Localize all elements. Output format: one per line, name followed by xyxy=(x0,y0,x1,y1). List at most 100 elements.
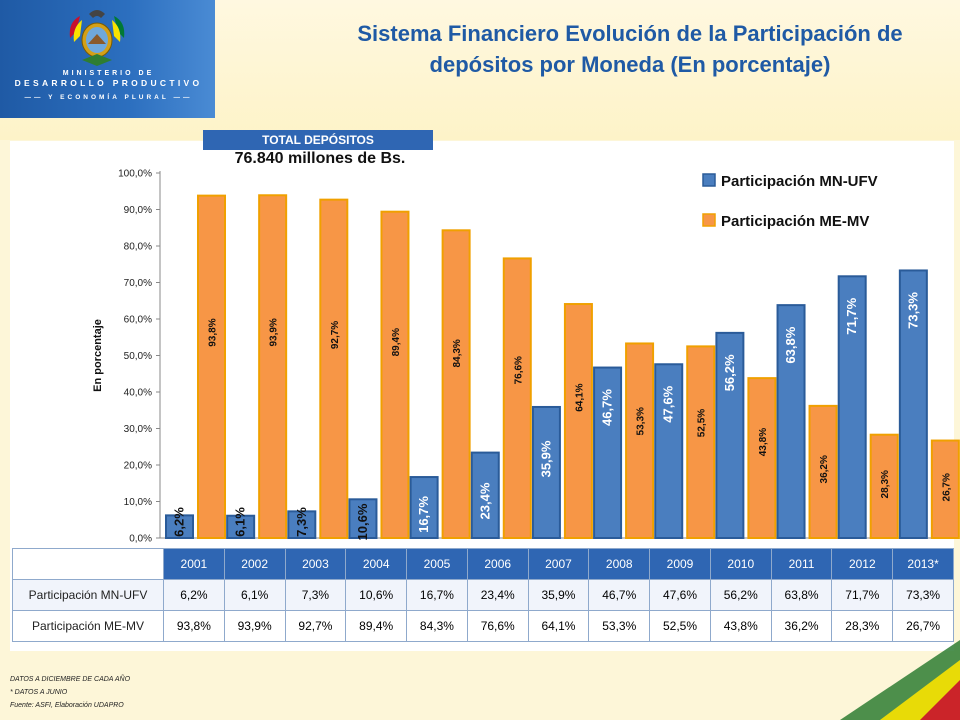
table-year-header: 2010 xyxy=(709,548,772,580)
table-year-header: 2004 xyxy=(345,548,408,580)
ministry-line2: DESARROLLO PRODUCTIVO xyxy=(14,78,203,88)
legend-label-mn-ufv: Participación MN-UFV xyxy=(721,173,878,190)
data-label-mn-ufv: 56,2% xyxy=(722,354,737,391)
table-cell: 52,5% xyxy=(649,610,711,642)
bar-me-mv xyxy=(441,229,471,539)
y-tick-label: 80,0% xyxy=(124,242,152,253)
data-label-me-mv: 93,9% xyxy=(269,318,280,346)
bar-me-mv xyxy=(686,345,716,539)
bar-me-mv xyxy=(197,194,226,539)
table-cell: 63,8% xyxy=(770,579,833,611)
table-cell: 10,6% xyxy=(345,579,408,611)
data-label-mn-ufv: 6,1% xyxy=(233,507,248,537)
table-cell: 28,3% xyxy=(831,610,894,642)
y-tick-label: 60,0% xyxy=(124,315,152,326)
data-label-me-mv: 52,5% xyxy=(697,409,708,437)
footnote-2: * DATOS A JUNIO xyxy=(10,689,68,696)
table-cell: 92,7% xyxy=(284,610,347,642)
bar-mn-ufv xyxy=(409,476,439,540)
bar-me-mv xyxy=(930,439,960,540)
table-cell: 84,3% xyxy=(406,610,468,642)
data-label-mn-ufv: 7,3% xyxy=(294,507,309,537)
data-label-mn-ufv: 71,7% xyxy=(844,297,859,334)
table-cell: 73,3% xyxy=(892,579,954,611)
footnote-1: DATOS A DICIEMBRE DE CADA AÑO xyxy=(10,676,131,683)
data-label-mn-ufv: 63,8% xyxy=(783,326,798,363)
table-year-header: 2008 xyxy=(588,548,651,580)
table-year-header: 2013* xyxy=(892,548,954,580)
table-cell: 35,9% xyxy=(527,579,590,611)
table-cell: 93,9% xyxy=(223,610,286,642)
y-tick-label: 100,0% xyxy=(118,169,152,180)
coat-of-arms-icon xyxy=(69,10,125,66)
table-row-me: Participación ME-MV 93,8% 93,9% 92,7% 89,4%… xyxy=(12,610,954,642)
bar-mn-ufv xyxy=(715,331,745,539)
data-label-mn-ufv: 46,7% xyxy=(600,389,615,426)
footnotes: DATOS A DICIEMBRE DE CADA AÑO * DATOS A … xyxy=(10,673,130,712)
table-cell: 76,6% xyxy=(466,610,529,642)
table-cell: 23,4% xyxy=(466,579,529,611)
footnote-3: Fuente: ASFI, Elaboración UDAPRO xyxy=(10,702,124,709)
bar-me-mv xyxy=(380,210,410,539)
data-label-me-mv: 26,7% xyxy=(941,473,952,501)
decorative-corner-swoosh xyxy=(840,640,960,720)
data-label-me-mv: 53,3% xyxy=(636,407,647,435)
data-label-me-mv: 89,4% xyxy=(391,328,402,356)
bar-mn-ufv xyxy=(226,514,256,539)
y-tick-label: 20,0% xyxy=(124,461,152,472)
table-cell: 47,6% xyxy=(649,579,711,611)
data-label-me-mv: 64,1% xyxy=(574,383,585,411)
table-cell: 43,8% xyxy=(709,610,772,642)
table-year-header: 2005 xyxy=(406,548,468,580)
table-cell: 93,8% xyxy=(163,610,225,642)
table-year-header: 2003 xyxy=(284,548,347,580)
data-label-mn-ufv: 73,3% xyxy=(905,292,920,329)
data-label-mn-ufv: 23,4% xyxy=(477,482,492,519)
data-label-mn-ufv: 6,2% xyxy=(172,507,187,537)
bar-mn-ufv xyxy=(531,405,561,539)
table-cell: 71,7% xyxy=(831,579,894,611)
table-header-row: 2001 2002 2003 2004 2005 2006 2007 2008 2009 2010… xyxy=(12,548,954,580)
page-title: Sistema Financiero Evolución de la Parti… xyxy=(330,18,930,80)
bar-mn-ufv xyxy=(654,363,684,540)
y-tick-label: 40,0% xyxy=(124,388,152,399)
legend-swatch-mn-ufv xyxy=(702,173,716,187)
table-cell: 7,3% xyxy=(284,579,347,611)
ministry-logo-band: MINISTERIO DE DESARROLLO PRODUCTIVO —— Y… xyxy=(0,0,215,118)
table-year-header: 2006 xyxy=(466,548,529,580)
bar-me-mv xyxy=(258,194,288,539)
ministry-line1: MINISTERIO DE xyxy=(62,70,155,77)
y-tick-label: 0,0% xyxy=(129,534,152,545)
table-year-header: 2011 xyxy=(770,548,833,580)
data-label-me-mv: 28,3% xyxy=(880,470,891,498)
y-tick-label: 50,0% xyxy=(124,351,152,362)
table-cell: 53,3% xyxy=(588,610,651,642)
table-cell: 6,1% xyxy=(223,579,286,611)
y-tick-label: 90,0% xyxy=(124,205,152,216)
bar-me-mv xyxy=(869,433,899,539)
table-corner-cell xyxy=(12,548,164,580)
data-label-mn-ufv: 35,9% xyxy=(538,440,553,477)
y-tick-label: 70,0% xyxy=(124,278,152,289)
page-title-line2: depósitos por Moneda (En porcentaje) xyxy=(429,52,831,77)
table-cell: 6,2% xyxy=(163,579,225,611)
bar-mn-ufv xyxy=(348,498,378,539)
data-label-mn-ufv: 47,6% xyxy=(661,385,676,422)
total-deposits-value: 76.840 millones de Bs. xyxy=(234,150,406,167)
bar-me-mv xyxy=(625,342,655,539)
bar-mn-ufv xyxy=(776,304,806,539)
table-cell: 46,7% xyxy=(588,579,651,611)
y-tick-label: 30,0% xyxy=(124,424,152,435)
ministry-line3: —— Y ECONOMÍA PLURAL —— xyxy=(24,94,193,101)
data-label-me-mv: 92,7% xyxy=(330,321,341,349)
bar-me-mv xyxy=(747,377,777,539)
data-label-me-mv: 36,2% xyxy=(819,455,830,483)
table-cell: 26,7% xyxy=(892,610,954,642)
y-tick-label: 10,0% xyxy=(124,497,152,508)
table-row-mn: Participación MN-UFV 6,2% 6,1% 7,3% 10,6% 16… xyxy=(12,579,954,611)
legend-label-me-mv: Participación ME-MV xyxy=(721,213,869,230)
bar-mn-ufv xyxy=(898,269,928,539)
table-cell: 56,2% xyxy=(709,579,772,611)
bar-mn-ufv xyxy=(470,451,500,539)
row-header-mn: Participación MN-UFV xyxy=(12,579,164,611)
